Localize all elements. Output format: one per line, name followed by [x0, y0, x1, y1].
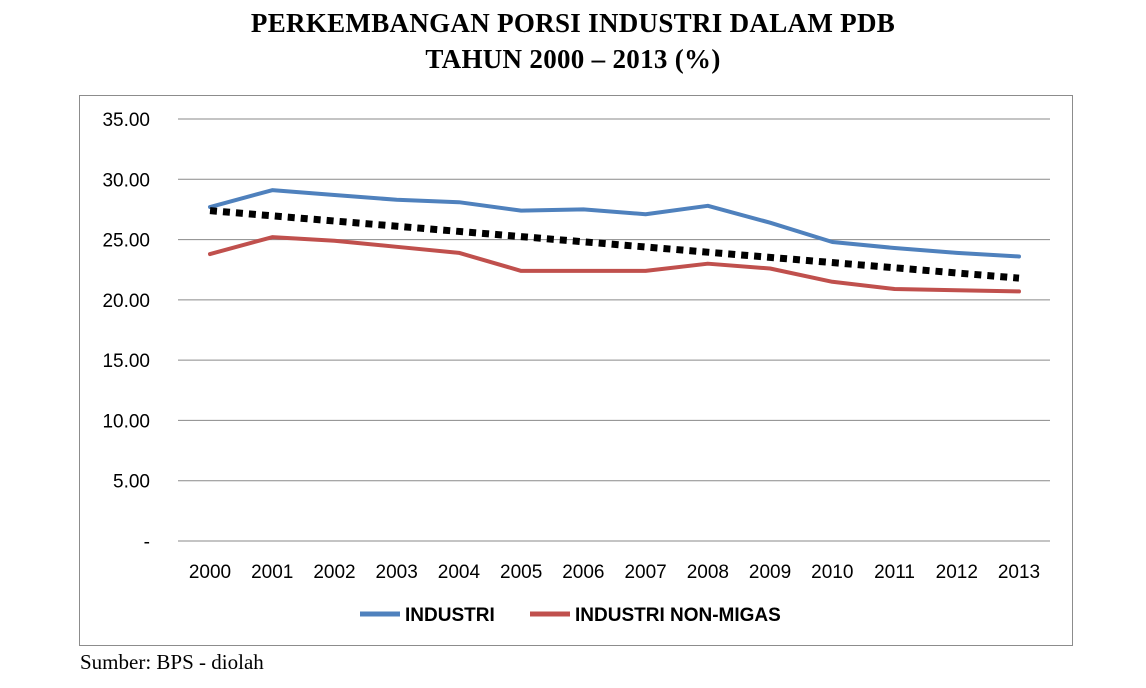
trendline — [209, 207, 1020, 282]
y-tick-label: 5.00 — [113, 472, 150, 493]
x-tick-label: 2012 — [936, 562, 978, 583]
x-tick-label: 2006 — [562, 562, 604, 583]
x-tick-label: 2001 — [251, 562, 293, 583]
y-tick-label: 25.00 — [102, 231, 150, 252]
source-note: Sumber: BPS - diolah — [80, 650, 264, 674]
y-tick-label: - — [144, 532, 150, 553]
x-tick-label: 2011 — [874, 562, 915, 583]
y-tick-label: 10.00 — [102, 411, 150, 432]
legend-label-industri-non-migas: INDUSTRI NON-MIGAS — [575, 605, 781, 626]
x-tick-label: 2009 — [749, 562, 791, 583]
legend-label-industri: INDUSTRI — [405, 605, 495, 626]
x-tick-label: 2004 — [438, 562, 481, 583]
chart-title-line2: TAHUN 2000 – 2013 (%) — [425, 44, 721, 74]
y-tick-label: 30.00 — [102, 170, 150, 191]
x-tick-label: 2002 — [313, 562, 355, 583]
chart-title-line1: PERKEMBANGAN PORSI INDUSTRI DALAM PDB — [250, 8, 896, 38]
y-tick-label: 35.00 — [102, 110, 150, 131]
y-tick-label: 20.00 — [102, 291, 150, 312]
series-line-industri — [208, 188, 1021, 259]
x-tick-label: 2003 — [376, 562, 418, 583]
x-tick-label: 2005 — [500, 562, 542, 583]
y-tick-label: 15.00 — [102, 351, 150, 372]
x-tick-label: 2000 — [189, 562, 231, 583]
chart-frame — [79, 95, 1073, 646]
x-tick-label: 2008 — [687, 562, 729, 583]
x-tick-label: 2010 — [811, 562, 853, 583]
series-line-industri-non-migas — [208, 235, 1021, 294]
x-tick-label: 2007 — [624, 562, 666, 583]
x-tick-label: 2013 — [998, 562, 1040, 583]
